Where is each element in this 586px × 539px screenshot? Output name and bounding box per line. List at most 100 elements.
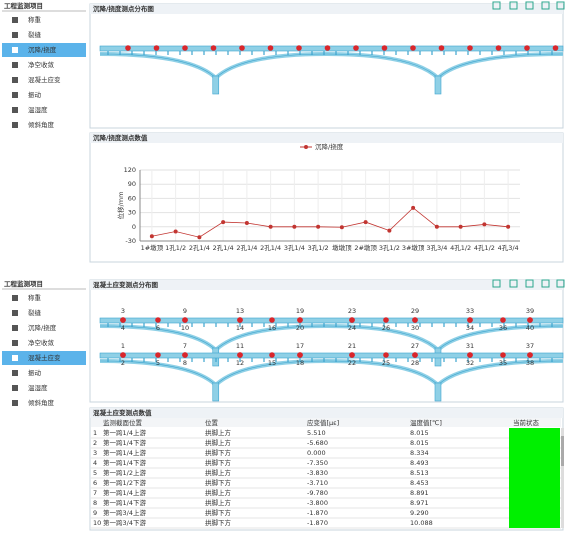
sidebar-item-selected[interactable] — [2, 351, 86, 365]
table-cell: 拱脚上方 — [205, 428, 232, 437]
sidebar — [0, 0, 88, 257]
point-label: 17 — [296, 342, 304, 350]
sidebar-item-selected[interactable] — [2, 43, 86, 57]
status-cell — [509, 518, 560, 528]
scrollbar-thumb[interactable] — [561, 436, 564, 466]
sidebar-item[interactable]: 裂缝 — [28, 30, 42, 39]
table-cell: 8.891 — [410, 489, 429, 497]
x-tick-label: 4孔3/4 — [498, 244, 519, 252]
measure-point — [182, 317, 188, 323]
bridge-deck — [99, 45, 564, 52]
table-cell: 拱脚上方 — [205, 498, 232, 507]
measure-point — [297, 352, 303, 358]
panel-title: 沉降/挠度测点数值 — [93, 133, 148, 142]
sidebar-item[interactable]: 沉降/挠度 — [28, 45, 57, 54]
point-label: 31 — [466, 342, 474, 350]
measure-point — [120, 352, 126, 358]
table-cell: 第一跨3/4下游 — [103, 518, 146, 527]
sidebar-icon — [12, 77, 18, 83]
data-point — [244, 221, 249, 226]
status-cell — [509, 438, 560, 448]
x-tick-label: 3孔1/2 — [308, 244, 329, 252]
sidebar-item[interactable]: 净空收敛 — [28, 60, 55, 69]
measure-point — [210, 45, 217, 51]
sidebar-item[interactable]: 净空收敛 — [28, 338, 55, 347]
sidebar-icon — [12, 340, 18, 346]
row-number: 9 — [93, 509, 97, 517]
table-cell: -1.870 — [307, 509, 328, 517]
y-tick-label: 60 — [128, 194, 136, 202]
data-point — [149, 234, 154, 239]
sidebar-item[interactable]: 温湿度 — [28, 383, 48, 392]
point-label: 19 — [296, 307, 304, 315]
sidebar-item[interactable]: 沉降/挠度 — [28, 323, 57, 332]
sidebar-item[interactable]: 混凝土应变 — [28, 75, 61, 84]
y-tick-label: 0 — [132, 223, 136, 231]
table-cell: -3.830 — [307, 469, 328, 477]
data-point — [173, 229, 178, 234]
toolbar-icon[interactable] — [492, 1, 501, 10]
panel — [89, 3, 564, 129]
y-tick-label: 30 — [128, 209, 136, 217]
toolbar-icon[interactable] — [556, 279, 565, 288]
table-cell: -1.870 — [307, 519, 328, 527]
toolbar-icon[interactable] — [541, 279, 550, 288]
table-cell: 0.000 — [307, 449, 326, 457]
panel-header — [90, 4, 563, 14]
bridge-deck — [99, 317, 564, 324]
data-point — [221, 220, 226, 225]
point-label: 40 — [526, 324, 534, 332]
point-label: 27 — [411, 342, 419, 350]
sidebar-item[interactable]: 倾斜角度 — [28, 120, 55, 129]
sidebar-item[interactable]: 振动 — [28, 90, 42, 99]
table-cell: -3.710 — [307, 479, 328, 487]
sidebar-item[interactable]: 裂缝 — [28, 308, 42, 317]
sidebar-item[interactable]: 称重 — [28, 293, 42, 302]
point-label: 14 — [236, 324, 244, 332]
measure-point — [182, 45, 188, 51]
measure-point — [383, 317, 389, 323]
toolbar-icon[interactable] — [541, 1, 550, 10]
measure-point — [500, 317, 506, 323]
toolbar-icon[interactable] — [525, 1, 534, 10]
point-label: 30 — [411, 324, 419, 332]
data-point — [292, 224, 297, 229]
data-point — [458, 224, 463, 229]
sidebar-icon — [12, 47, 18, 53]
row-number: 1 — [93, 429, 97, 437]
point-label: 12 — [236, 359, 244, 367]
point-label: 29 — [411, 307, 419, 315]
row-number: 6 — [93, 479, 97, 487]
table-cell: 拱脚上方 — [205, 488, 232, 497]
bridge-pier — [212, 75, 220, 95]
y-tick-label: 90 — [128, 180, 136, 188]
toolbar-icon[interactable] — [509, 279, 518, 288]
sidebar-icon — [12, 400, 18, 406]
measure-point — [412, 317, 418, 323]
panel — [89, 279, 564, 403]
table-header-cell: 当前状态 — [513, 418, 540, 427]
measure-point — [125, 45, 131, 51]
table-cell: 8.015 — [410, 429, 429, 437]
x-tick-label: 3孔1/4 — [284, 244, 305, 252]
legend-marker — [304, 145, 308, 149]
panel-header — [90, 408, 563, 418]
sidebar-item[interactable]: 称重 — [28, 15, 42, 24]
sidebar-item[interactable]: 倾斜角度 — [28, 398, 55, 407]
toolbar-icon[interactable] — [509, 1, 518, 10]
toolbar-icon[interactable] — [525, 279, 534, 288]
measure-point — [438, 45, 445, 51]
measure-point — [381, 45, 388, 51]
toolbar-icon[interactable] — [492, 279, 501, 288]
table-cell: 第一跨1/2下游 — [103, 478, 146, 487]
row-number: 7 — [93, 489, 97, 497]
table-cell: 拱脚下方 — [205, 478, 232, 487]
sidebar-icon — [12, 122, 18, 128]
sidebar — [0, 278, 88, 535]
sidebar-item[interactable]: 混凝土应变 — [28, 353, 61, 362]
sidebar-item[interactable]: 振动 — [28, 368, 42, 377]
toolbar-icon[interactable] — [556, 1, 565, 10]
sidebar-item[interactable]: 温湿度 — [28, 105, 48, 114]
bridge-arch-edge — [99, 325, 564, 351]
status-cell — [509, 478, 560, 488]
